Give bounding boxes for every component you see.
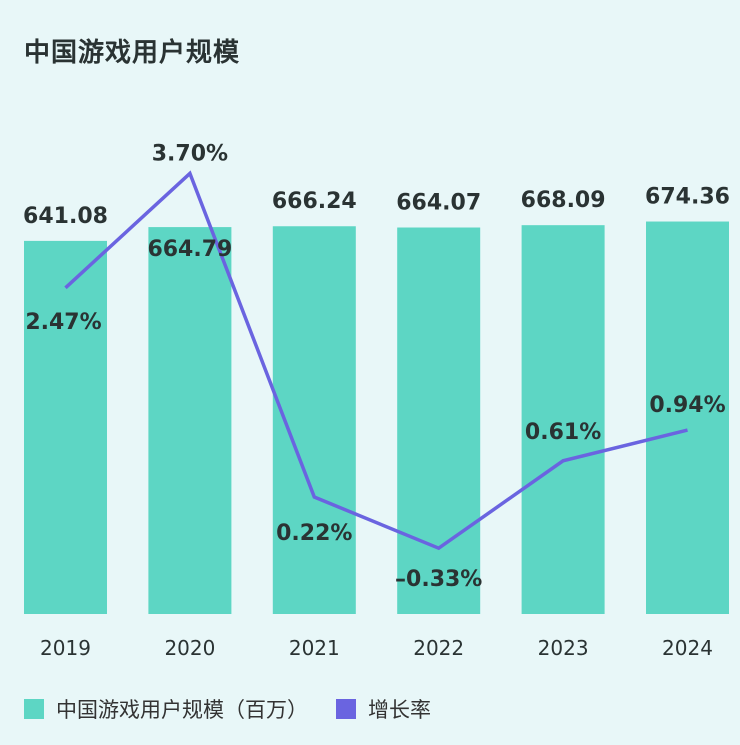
legend-swatch-bar	[24, 699, 44, 719]
legend-item-line: 增长率	[336, 694, 431, 724]
x-tick-label-2022: 2022	[413, 636, 464, 660]
bar-2021	[272, 226, 356, 614]
bar-2024	[646, 221, 729, 615]
growth-label-2024: 0.94%	[649, 393, 725, 418]
bar-value-label-2024: 674.36	[645, 185, 730, 210]
x-tick-label-2024: 2024	[662, 636, 713, 660]
bar-2020	[148, 227, 232, 614]
x-tick-label-2020: 2020	[164, 636, 215, 660]
x-tick-label-2019: 2019	[40, 636, 91, 660]
bar-value-label-2022: 664.07	[396, 191, 481, 216]
legend-label-bar: 中国游戏用户规模（百万）	[56, 698, 308, 722]
bar-2022	[397, 227, 481, 614]
legend-swatch-line	[336, 699, 356, 719]
legend: 中国游戏用户规模（百万） 增长率	[24, 694, 459, 724]
x-tick-label-2021: 2021	[289, 636, 340, 660]
bar-2023	[521, 225, 605, 614]
bar-value-label-2023: 668.09	[521, 188, 606, 213]
growth-rate-line	[64, 170, 688, 551]
bar-2019	[24, 240, 107, 615]
growth-label-2021: 0.22%	[276, 521, 352, 546]
legend-label-line: 增长率	[368, 698, 431, 722]
legend-item-bar: 中国游戏用户规模（百万）	[24, 694, 308, 724]
x-tick-label-2023: 2023	[538, 636, 589, 660]
growth-label-2020: 3.70%	[152, 141, 228, 166]
growth-label-2022: –0.33%	[395, 567, 482, 592]
chart-title: 中国游戏用户规模	[24, 38, 241, 68]
bar-value-label-2020: 664.79	[147, 237, 232, 262]
growth-label-2019: 2.47%	[25, 310, 101, 335]
growth-label-2023: 0.61%	[525, 420, 601, 445]
chart-plot: 2019 2020 2021 2022 2023 2024 641.08 664.79 666.…	[23, 141, 730, 660]
bar-value-label-2019: 641.08	[23, 204, 108, 229]
bar-value-label-2021: 666.24	[272, 189, 357, 214]
